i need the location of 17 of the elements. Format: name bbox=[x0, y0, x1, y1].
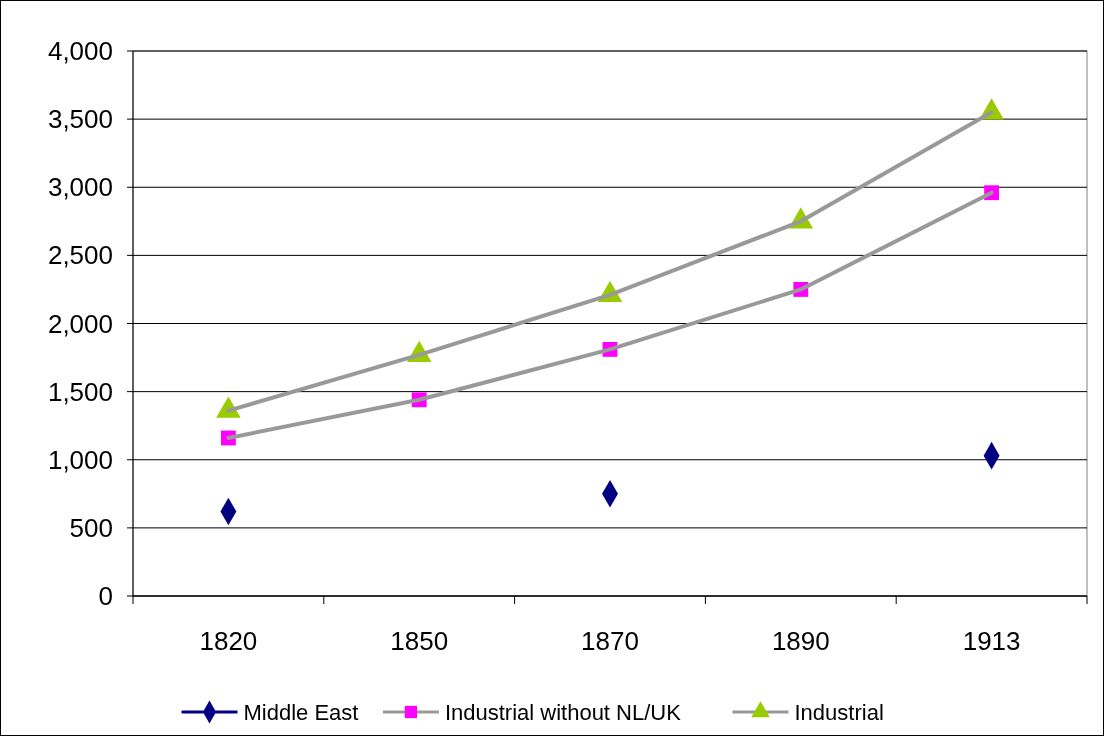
y-tick-label: 3,500 bbox=[47, 104, 113, 135]
legend-label: Middle East bbox=[243, 699, 359, 725]
x-tick-label: 1913 bbox=[962, 626, 1021, 657]
y-tick-label: 0 bbox=[98, 581, 113, 612]
legend-label: Industrial bbox=[794, 699, 884, 725]
y-tick-label: 3,000 bbox=[47, 172, 113, 203]
x-tick-label: 1870 bbox=[581, 626, 639, 657]
y-tick-label: 1,000 bbox=[47, 444, 113, 475]
y-tick-label: 500 bbox=[69, 512, 113, 543]
x-tick-label: 1890 bbox=[771, 626, 830, 657]
y-tick-label: 2,000 bbox=[47, 308, 113, 339]
y-tick-label: 2,500 bbox=[47, 240, 113, 271]
x-tick-label: 1850 bbox=[390, 626, 449, 657]
y-tick-label: 4,000 bbox=[47, 36, 113, 67]
legend-label: Industrial without NL/UK bbox=[444, 699, 682, 725]
y-tick-label: 1,500 bbox=[47, 376, 113, 407]
x-tick-label: 1820 bbox=[199, 626, 258, 657]
